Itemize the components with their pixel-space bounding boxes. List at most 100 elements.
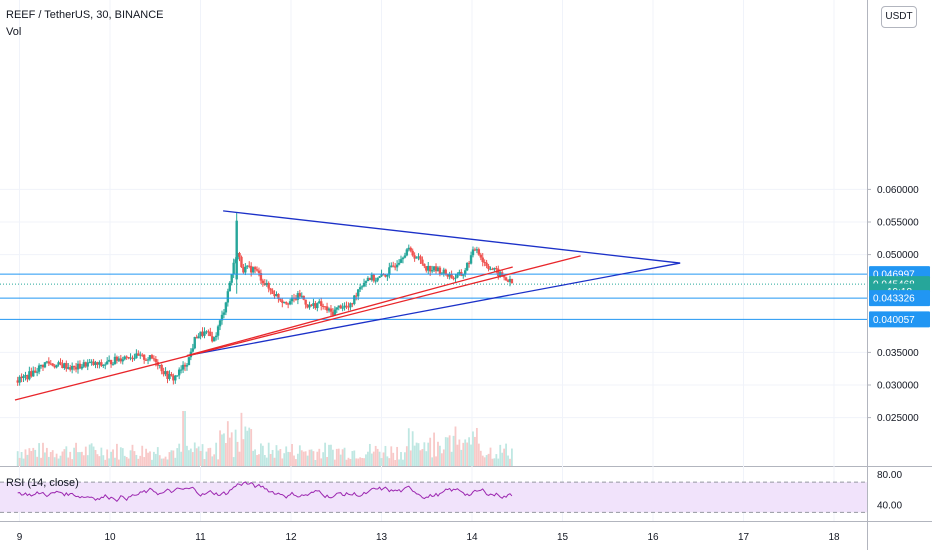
time-tick-label: 9: [17, 532, 23, 543]
volume-bar: [47, 456, 50, 466]
candle: [481, 257, 484, 263]
candle: [271, 290, 274, 295]
candle: [78, 363, 82, 369]
candle: [279, 298, 282, 301]
volume-bar: [147, 452, 149, 466]
volume-bar: [314, 459, 317, 466]
candle: [261, 280, 265, 284]
volume-bar: [460, 449, 463, 466]
volume-bar: [79, 452, 81, 466]
candle: [100, 362, 103, 366]
candle: [105, 361, 109, 365]
candle: [393, 266, 397, 268]
volume-bar: [361, 457, 363, 466]
trendline-red: [14, 255, 581, 401]
volume-bar: [248, 427, 251, 466]
candle: [349, 303, 352, 308]
candle: [152, 358, 156, 360]
volume-bar: [503, 448, 506, 466]
candle: [257, 270, 261, 273]
candle: [137, 353, 140, 356]
candle: [300, 295, 303, 297]
volume-bar: [435, 456, 437, 466]
volume-bar: [483, 457, 486, 466]
volume-bar: [114, 457, 116, 466]
candle: [465, 262, 469, 271]
candle: [277, 294, 280, 299]
candle: [259, 272, 263, 281]
volume-bar: [86, 455, 89, 466]
volume-bar: [123, 455, 126, 466]
candle: [343, 305, 346, 308]
volume-bar: [419, 450, 422, 466]
candle: [183, 364, 187, 367]
volume-bar: [474, 436, 476, 466]
volume-bar: [439, 445, 441, 466]
volume-bar: [149, 451, 151, 466]
volume-bar: [359, 457, 362, 466]
volume-bar: [479, 450, 482, 466]
candle: [288, 301, 292, 305]
volume-bar: [384, 445, 387, 466]
volume-bar: [180, 451, 183, 466]
volume-bar: [88, 444, 91, 466]
candle: [427, 265, 430, 271]
volume-bar: [164, 456, 167, 466]
volume-bar: [279, 449, 282, 466]
candle: [306, 304, 309, 308]
volume-bar: [203, 459, 206, 466]
volume-bar: [448, 435, 451, 466]
volume-bar: [367, 451, 369, 466]
volume-bar: [306, 455, 309, 466]
candle: [240, 256, 243, 268]
volume-bar: [30, 451, 33, 466]
volume-bar: [355, 458, 358, 466]
candle: [86, 362, 89, 367]
volume-bar: [285, 446, 288, 466]
volume-bar: [104, 459, 107, 466]
volume-bar: [57, 458, 60, 466]
volume-bar: [345, 459, 348, 466]
volume-bar: [394, 459, 397, 466]
volume-bar: [423, 442, 426, 466]
volume-bar: [178, 443, 181, 466]
volume-bar: [382, 452, 385, 466]
volume-bar: [458, 439, 461, 466]
volume-bar: [92, 446, 95, 466]
candle: [26, 375, 29, 380]
time-tick-label: 13: [376, 532, 388, 543]
candle: [378, 276, 381, 278]
candle: [255, 269, 259, 271]
candle: [401, 257, 405, 260]
candle: [96, 362, 99, 365]
volume-bar: [112, 449, 114, 466]
time-tick-label: 16: [647, 532, 659, 543]
candle: [244, 266, 247, 273]
volume-bar: [347, 457, 350, 466]
volume-bar: [491, 458, 494, 466]
candle: [508, 278, 512, 282]
candle: [399, 259, 403, 263]
candle: [510, 278, 514, 284]
candle: [220, 314, 224, 321]
candle: [166, 371, 169, 379]
candle: [316, 303, 319, 309]
volume-bar: [84, 446, 87, 466]
volume-bar: [403, 452, 406, 466]
volume-bar: [199, 450, 202, 466]
candle: [107, 359, 111, 362]
candle: [370, 274, 374, 281]
volume-bar: [501, 452, 504, 466]
volume-bar: [22, 458, 25, 466]
candle: [51, 363, 54, 366]
currency-button[interactable]: USDT: [881, 6, 917, 28]
candle: [489, 268, 492, 270]
candle: [417, 256, 420, 258]
volume-bar: [228, 437, 231, 466]
candle: [146, 359, 150, 361]
candle: [230, 274, 233, 283]
volume-bar: [160, 458, 163, 466]
volume-bar: [156, 447, 159, 466]
volume-bar: [143, 457, 146, 466]
